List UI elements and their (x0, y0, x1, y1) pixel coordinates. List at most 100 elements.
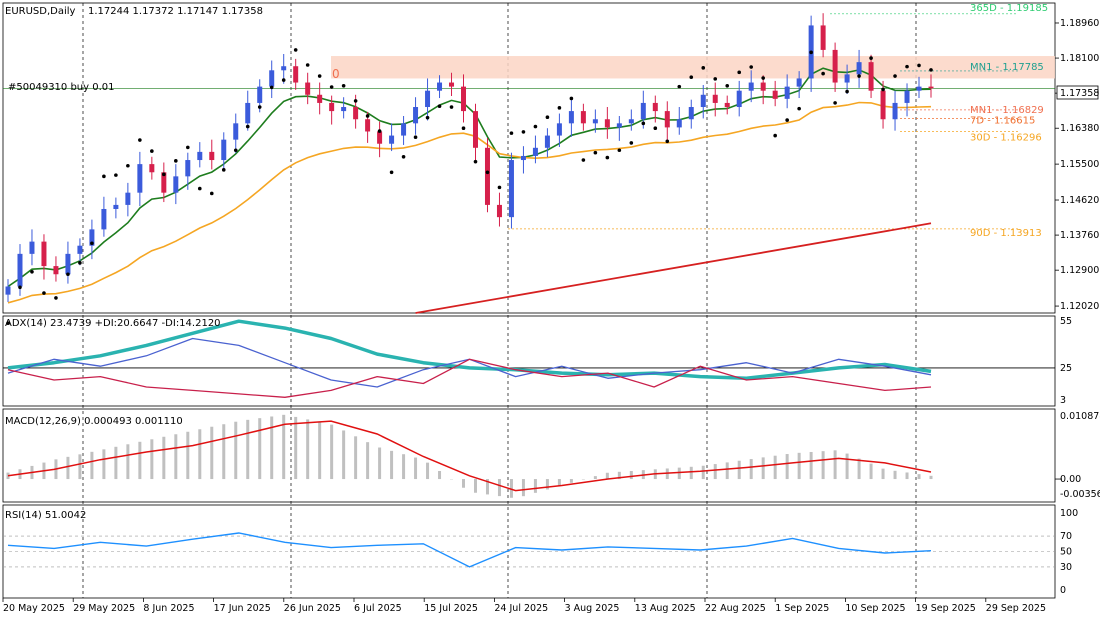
candle-body (233, 123, 239, 140)
price-tick-label: 1.12900 (1060, 265, 1099, 276)
sar-dot (485, 170, 490, 175)
sar-dot (641, 121, 646, 126)
candle-body (556, 123, 562, 136)
candle-body (173, 176, 179, 193)
candle-body (353, 107, 359, 120)
sar-dot (677, 84, 682, 89)
candle-body (736, 90, 742, 108)
sar-dot (197, 186, 202, 191)
candle-body (784, 86, 790, 99)
macd-bar (629, 470, 633, 480)
candle-body (377, 131, 383, 144)
macd-bar (845, 453, 849, 480)
resistance-zone-rect (331, 56, 1055, 79)
candle-body (221, 139, 227, 161)
candle-body (748, 82, 754, 91)
macd-bar (821, 451, 825, 480)
macd-tick-label: 0.010878 (1060, 411, 1100, 422)
price-tag: 1.17358 (1060, 88, 1099, 99)
symbol-label: EURUSD,Daily (5, 6, 76, 17)
macd-bar (857, 458, 861, 480)
sar-dot (114, 173, 118, 177)
sar-dot (797, 106, 801, 111)
date-tick-label: 19 Sep 2025 (916, 603, 976, 614)
level-label: 7D - 1.16615 (970, 116, 1035, 127)
sar-dot (221, 168, 226, 172)
macd-bar (126, 444, 130, 480)
level-label: 365D - 1.19185 (970, 3, 1048, 14)
price-levels: 365D - 1.19185 MN1 - 1.17785 MN1 - 1.16829… (3, 3, 1055, 239)
macd-bar (282, 414, 286, 480)
panel-frame-main (2, 2, 1056, 314)
sar-dot (521, 130, 526, 134)
macd-bar (521, 479, 525, 497)
macd-bar (617, 471, 621, 480)
candle-body (760, 82, 766, 91)
price-tick-label: 1.12020 (1060, 301, 1099, 312)
level-label: MN1 - 1.16829 (970, 105, 1044, 116)
candle-body (904, 90, 910, 103)
date-tick-label: 29 May 2025 (73, 603, 135, 614)
macd-bar (869, 463, 873, 480)
macd-bar (485, 479, 489, 495)
candle-body (664, 111, 670, 128)
macd-bar (749, 459, 753, 480)
candle-body (281, 66, 287, 71)
sar-dot (138, 138, 142, 142)
adx-tick-label: 25 (1060, 363, 1072, 374)
macd-bar (725, 462, 729, 480)
candle-body (508, 160, 514, 218)
axes: 1.189601.181001.172401.163801.155001.146… (2, 18, 1100, 614)
sar-dot (665, 139, 670, 144)
sar-dot (329, 85, 334, 89)
macd-bar (509, 479, 513, 498)
macd-bar (473, 479, 477, 493)
sar-dot (497, 185, 502, 190)
candle-body (820, 25, 826, 50)
sar-dot (305, 63, 310, 67)
candle-body (640, 102, 646, 120)
candle-body (796, 78, 802, 87)
ohlc-label: 1.17244 1.17372 1.17147 1.17358 (88, 6, 263, 17)
candle-body (916, 86, 922, 91)
sar-dot (413, 135, 418, 139)
panel-frame-macd (2, 408, 1056, 503)
sar-dot (581, 158, 586, 162)
macd-bar (677, 467, 681, 480)
sar-dot (557, 106, 562, 110)
candle-body (89, 229, 95, 246)
macd-bar (797, 452, 801, 480)
sar-dot (713, 77, 718, 81)
macd-bar (605, 472, 609, 480)
macd-bar (773, 455, 777, 480)
vertical-grid (82, 3, 917, 598)
date-tick-label: 8 Jun 2025 (143, 603, 194, 614)
adx-tick-label: 55 (1060, 316, 1072, 327)
rsi-tick-label: 100 (1060, 508, 1078, 519)
macd-signal-line (7, 420, 932, 492)
candle-body (341, 107, 347, 112)
price-tick-label: 1.18960 (1060, 18, 1099, 29)
candle-body (461, 86, 467, 112)
candle-body (197, 151, 203, 161)
candle-body (401, 123, 407, 136)
sar-dot (6, 321, 10, 325)
candle-body (437, 82, 443, 91)
sar-dot (437, 104, 442, 108)
macd-bar (426, 462, 430, 480)
candle-body (928, 86, 934, 89)
sar-dot (545, 115, 550, 120)
sar-dot (281, 78, 286, 82)
rsi-tick-label: 70 (1060, 531, 1072, 542)
macd-bar (270, 416, 274, 480)
macd-bar (186, 431, 190, 480)
macd-bar (258, 418, 262, 480)
level-label: MN1 - 1.17785 (970, 62, 1044, 73)
candle-body (329, 102, 335, 112)
sar-dot (341, 84, 346, 88)
macd-bar (354, 436, 358, 480)
macd-bar (234, 421, 238, 480)
sar-dot (209, 191, 214, 196)
sar-dot (42, 291, 46, 295)
